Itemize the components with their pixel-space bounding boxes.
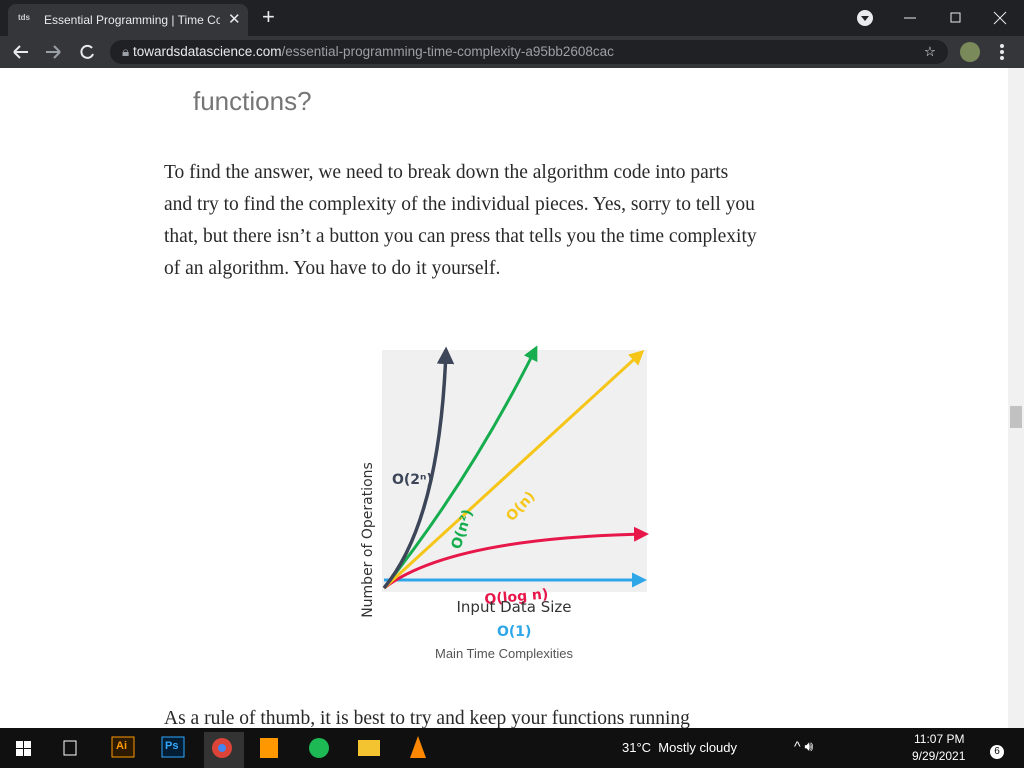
scrollbar[interactable] [1008,68,1024,728]
y-axis-label: Number of Operations [360,462,376,618]
curve-log [383,526,649,590]
paragraph-line: As a rule of thumb, it is best to try an… [164,708,690,728]
tab-strip: tds Essential Programming | Time Co ✕ + [0,0,1024,36]
taskbar-icons [16,732,426,768]
app-spotify[interactable] [309,738,329,758]
browser-tab[interactable]: tds Essential Programming | Time Co ✕ [8,4,248,36]
curve-label: O(2ⁿ) [392,472,433,488]
tab-close[interactable]: ✕ [228,11,241,28]
profile-avatar[interactable] [960,42,980,62]
paragraph-line: and try to find the complexity of the in… [164,194,755,215]
back-button[interactable] [13,45,28,59]
paragraph-line: of an algorithm. You have to do it yours… [164,258,501,279]
app-illustrator[interactable] [111,736,135,758]
heading-fragment: functions? [193,86,312,116]
app-explorer[interactable] [358,740,380,756]
restore[interactable] [950,12,961,23]
complexity-figure: O(2ⁿ) O(n²) O(n) O(log n) O(1) Number of… [360,345,649,640]
chrome-center [218,744,226,752]
tab-title: Essential Programming | Time Co [44,13,220,27]
x-axis-label: Input Data Size [457,598,572,616]
menu-dot [1000,50,1004,54]
bookmark-star[interactable]: ☆ [923,44,936,59]
curve-exponential [382,346,455,590]
taskbar: Ai Ps 31°C Mostly cloudy ^ 🔊︎ 11:07 PM 9… [0,728,1024,768]
lock-icon: 🔒︎ [122,44,130,59]
close-window[interactable] [993,11,1007,25]
curve-linear [382,349,645,590]
app-sublime[interactable] [260,738,278,758]
paragraph-line: that, but there isn’t a button you can p… [164,226,757,247]
menu-dot[interactable] [1000,44,1004,48]
task-view[interactable] [63,740,77,756]
weather[interactable]: 31°C Mostly cloudy [622,740,738,755]
url-domain: towardsdatascience.com [132,44,282,59]
clock-date: 9/29/2021 [912,749,966,763]
url-path: /essential-programming-time-complexity-a… [281,44,614,59]
start-button[interactable] [16,741,31,756]
profile-arrow [861,16,869,21]
curve-quadratic [382,345,538,589]
scroll-thumb[interactable] [1010,406,1022,428]
article: functions? To find the answer, we need t… [0,68,1008,728]
reload-button[interactable] [80,44,94,59]
clock-time[interactable]: 11:07 PM [914,732,965,746]
tray-icons[interactable]: ^ 🔊︎ [794,738,814,754]
toolbar: 🔒︎ towardsdatascience.com/essential-prog… [0,36,1024,68]
figure-caption: Main Time Complexities [435,646,573,661]
extensions [960,42,1004,62]
tab-favicon: tds [18,13,30,22]
app-vlc[interactable] [410,736,426,758]
nav-buttons [13,44,94,59]
omnibox[interactable]: 🔒︎ towardsdatascience.com/essential-prog… [110,40,948,64]
app-label: Ai [116,740,127,752]
new-tab-button[interactable]: + [262,4,275,29]
notification-count[interactable]: 6 [990,745,1004,759]
app-label: Ps [165,740,179,752]
app-photoshop[interactable] [161,736,185,758]
menu-dot [1000,56,1004,60]
paragraph-line: To find the answer, we need to break dow… [164,162,729,183]
curve-label: O(log n) [484,586,549,608]
curve-label: O(1) [497,624,531,640]
forward-button[interactable] [46,45,61,59]
window-controls [857,10,1007,26]
